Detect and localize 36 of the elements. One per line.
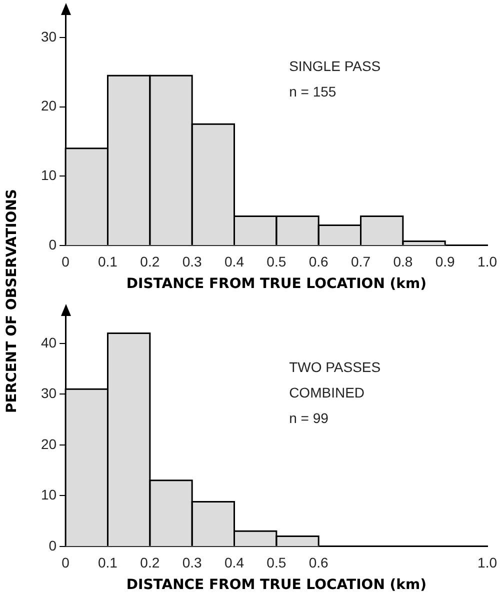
x-tick-label: 0.9 xyxy=(435,254,456,270)
x-tick-label: 0.2 xyxy=(140,254,160,270)
x-tick-label: 0.5 xyxy=(266,254,286,270)
y-tick-label: 20 xyxy=(40,98,57,114)
x-tick-label: 0.3 xyxy=(182,554,202,571)
y-tick-label: 10 xyxy=(40,486,57,503)
x-tick-label: 1.0 xyxy=(478,554,498,571)
x-tick-label: 1.0 xyxy=(478,254,498,270)
annotation: TWO PASSES xyxy=(289,359,381,376)
x-tick-label: 0.4 xyxy=(224,254,244,270)
y-tick-label: 40 xyxy=(40,334,57,350)
x-tick-label: 0.3 xyxy=(182,254,202,270)
x-axis-title: DISTANCE FROM TRUE LOCATION (km) xyxy=(126,276,426,292)
y-tick-label: 0 xyxy=(48,236,57,252)
y-tick-label: 20 xyxy=(40,436,57,452)
x-axis-title: DISTANCE FROM TRUE LOCATION (km) xyxy=(126,577,426,594)
x-tick-label: 0.2 xyxy=(140,554,160,571)
annotation: SINGLE PASS xyxy=(289,58,381,74)
x-tick-label: 0.1 xyxy=(98,254,118,270)
x-tick-label: 0.7 xyxy=(351,254,371,270)
x-tick-label: 0.5 xyxy=(266,554,286,571)
y-tick-label: 30 xyxy=(40,385,57,402)
y-axis-title: PERCENT OF OBSERVATIONS xyxy=(4,188,20,414)
y-tick-label: 30 xyxy=(40,28,57,44)
annotation: COMBINED xyxy=(289,384,365,401)
annotation: n = 99 xyxy=(289,410,329,426)
x-tick-label: 0 xyxy=(62,254,70,270)
y-tick-label: 0 xyxy=(48,537,57,554)
x-tick-label: 0.6 xyxy=(308,254,329,270)
annotation: n = 155 xyxy=(289,84,336,100)
x-tick-label: 0.4 xyxy=(224,554,244,571)
x-tick-label: 0.8 xyxy=(393,254,413,270)
x-tick-label: 0.1 xyxy=(98,554,118,571)
y-tick-label: 10 xyxy=(40,166,57,183)
x-tick-label: 0.6 xyxy=(308,554,329,571)
x-tick-label: 0 xyxy=(62,554,70,571)
